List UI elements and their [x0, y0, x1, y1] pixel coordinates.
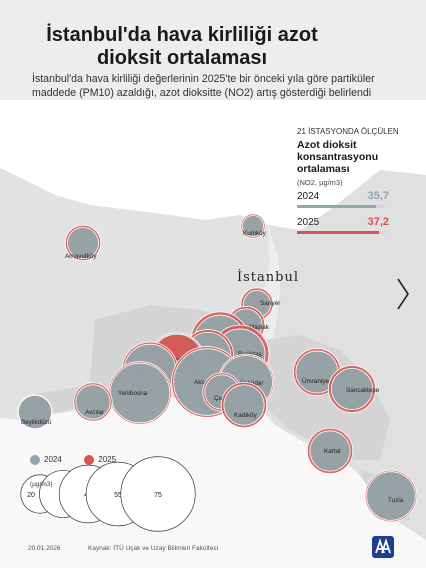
legend-size-value: 20 — [27, 492, 35, 499]
station-circle-inner — [17, 394, 53, 430]
station-marker[interactable]: Beylikdüzü — [17, 394, 53, 430]
legend-2025-label: 2025 — [98, 455, 117, 465]
legend-2024-label: 2024 — [44, 455, 62, 465]
station-label: Kartal — [324, 448, 340, 455]
panel-kicker: 21 İSTASYONDA ÖLÇÜLEN — [297, 127, 399, 136]
station-circle-inner — [67, 227, 99, 259]
footer-source: Kaynak: İTÜ Uçak ve Uzay Bilimleri Fakül… — [88, 545, 219, 552]
station-label: Beylikdüzü — [21, 419, 52, 426]
station-marker[interactable]: Arnavutköy — [64, 224, 102, 262]
station-label: Kadıköy — [234, 412, 258, 419]
page-subtitle: İstanbul'da hava kirliliği değerlerinin … — [32, 73, 375, 99]
summary-panel: 21 İSTASYONDA ÖLÇÜLEN Azot dioksit konsa… — [297, 127, 407, 239]
station-label: Avcılar — [85, 409, 104, 416]
station-circle-inner — [330, 367, 374, 411]
station-marker[interactable]: Sancaktepe — [328, 365, 380, 413]
station-circle-inner — [223, 384, 265, 426]
station-marker[interactable]: Kumköy — [240, 213, 267, 239]
station-label: Yenibosna — [118, 390, 148, 397]
panel-year: 2025 — [297, 217, 320, 228]
next-arrow-icon[interactable] — [396, 277, 410, 311]
stations-layer: ArnavutköyKumköySarıyerMaslakKağıthaneBe… — [17, 213, 418, 523]
panel-year: 2024 — [297, 191, 320, 202]
station-circle-inner — [309, 430, 351, 472]
legend: 2024 2025 (µg/m3) — [30, 455, 116, 488]
panel-value: 37,2 — [367, 216, 389, 228]
station-circle-inner — [366, 471, 416, 521]
black-sea — [0, 100, 426, 230]
station-label: Arnavutköy — [65, 253, 97, 260]
footer-date: 20.01.2026 — [28, 545, 61, 552]
legend-2024-swatch — [30, 455, 40, 465]
panel-bar — [297, 231, 379, 234]
page-title: İstanbul'da hava kirliliği azot dioksit … — [46, 24, 318, 69]
station-label: Sancaktepe — [346, 387, 380, 394]
station-marker[interactable]: Yenibosna — [108, 361, 172, 425]
station-marker[interactable]: Avcılar — [73, 382, 113, 422]
station-label: Kumköy — [243, 230, 267, 237]
aa-logo-icon — [372, 536, 394, 558]
station-marker[interactable]: Kartal — [306, 427, 354, 475]
station-circle-inner — [242, 215, 264, 237]
legend-size-value: 55 — [114, 492, 122, 499]
panel-row-2025: 2025 37,2 — [297, 216, 407, 239]
station-label: Maslak — [249, 324, 270, 331]
legend-2025-swatch — [84, 455, 95, 465]
legend-size-scale: 2030455575 — [20, 456, 196, 532]
station-marker[interactable]: Tuzla — [364, 469, 418, 523]
station-circle-inner — [75, 384, 111, 420]
legend-size-value: 75 — [154, 492, 162, 499]
panel-row-2024: 2024 35,7 — [297, 190, 407, 213]
city-label: İstanbul — [237, 270, 300, 285]
panel-bar — [297, 205, 376, 208]
legend-unit: (µg/m3) — [30, 481, 53, 488]
station-label: Sarıyer — [260, 300, 280, 307]
station-label: Ümraniye — [302, 377, 329, 385]
panel-value: 35,7 — [367, 190, 389, 202]
station-label: Tuzla — [388, 497, 404, 504]
station-label: Üsküdar — [240, 379, 263, 387]
station-marker[interactable]: Kadıköy — [220, 381, 268, 429]
legend-size-circle — [120, 456, 196, 532]
panel-unit: (NO2, µg/m3) — [297, 178, 343, 187]
panel-title: Azot dioksit konsantrasyonu ortalaması — [297, 139, 379, 175]
